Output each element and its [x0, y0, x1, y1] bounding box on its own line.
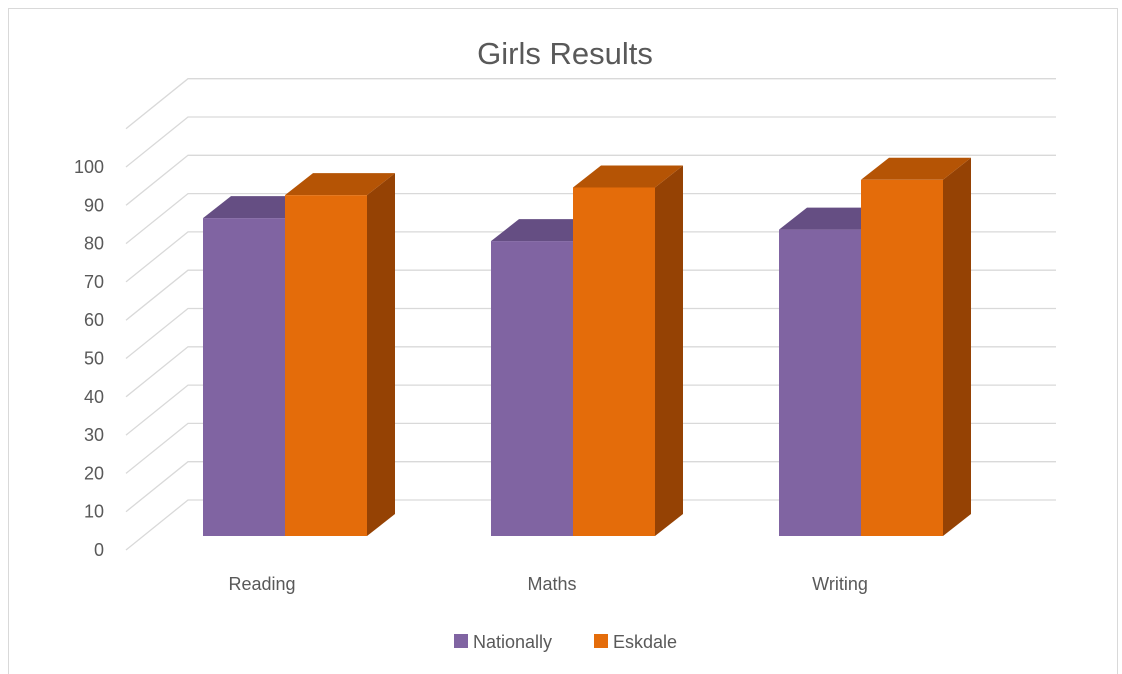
y-tick-100: 100 — [74, 157, 104, 177]
bar-eskdale-reading — [285, 173, 395, 536]
gridline-top — [125, 78, 1056, 130]
y-tick-90: 90 — [84, 195, 104, 215]
legend-swatch — [454, 634, 468, 648]
bars — [203, 157, 971, 537]
gridline-10 — [125, 461, 1056, 513]
x-label-reading: Reading — [228, 574, 295, 594]
y-tick-60: 60 — [84, 310, 104, 330]
y-tick-50: 50 — [84, 349, 104, 369]
bar-eskdale-maths — [573, 165, 683, 536]
bar-front — [779, 229, 861, 536]
bar-front — [861, 179, 943, 536]
legend: Nationally Eskdale — [454, 632, 677, 652]
gridline-30 — [125, 384, 1056, 436]
y-tick-80: 80 — [84, 234, 104, 254]
bar-front — [285, 195, 367, 536]
bar-side — [367, 173, 395, 536]
y-tick-0: 0 — [94, 540, 104, 560]
bar-top — [573, 165, 683, 188]
bar-front — [491, 241, 573, 536]
bar-front — [203, 218, 285, 537]
legend-label: Eskdale — [613, 632, 677, 652]
gridline-20 — [125, 422, 1056, 474]
gridline-90 — [125, 154, 1056, 206]
gridline-0 — [125, 499, 1056, 551]
gridline-100 — [125, 116, 1056, 168]
chart-title: Girls Results — [477, 36, 653, 71]
x-axis-labels: Reading Maths Writing — [228, 574, 867, 594]
gridlines — [125, 78, 1056, 551]
bar-side — [655, 165, 683, 536]
bar-eskdale-writing — [861, 157, 971, 536]
y-tick-70: 70 — [84, 272, 104, 292]
y-tick-30: 30 — [84, 425, 104, 445]
gridline-80 — [125, 192, 1056, 245]
gridline-60 — [125, 269, 1056, 321]
bar-top — [861, 157, 971, 180]
x-label-writing: Writing — [812, 574, 868, 594]
gridline-50 — [125, 307, 1056, 360]
legend-item-eskdale: Eskdale — [594, 632, 677, 652]
gridline-70 — [125, 231, 1056, 283]
y-tick-40: 40 — [84, 387, 104, 407]
legend-swatch — [594, 634, 608, 648]
x-label-maths: Maths — [527, 574, 576, 594]
bar-top — [285, 173, 395, 196]
y-tick-20: 20 — [84, 463, 104, 483]
y-tick-10: 10 — [84, 502, 104, 522]
y-axis-ticks: 0 10 20 30 40 50 60 70 80 90 100 — [74, 157, 104, 560]
legend-label: Nationally — [473, 632, 552, 652]
gridline-40 — [125, 346, 1056, 398]
bar-side — [943, 157, 971, 536]
legend-item-nationally: Nationally — [454, 632, 552, 652]
bar-front — [573, 187, 655, 536]
